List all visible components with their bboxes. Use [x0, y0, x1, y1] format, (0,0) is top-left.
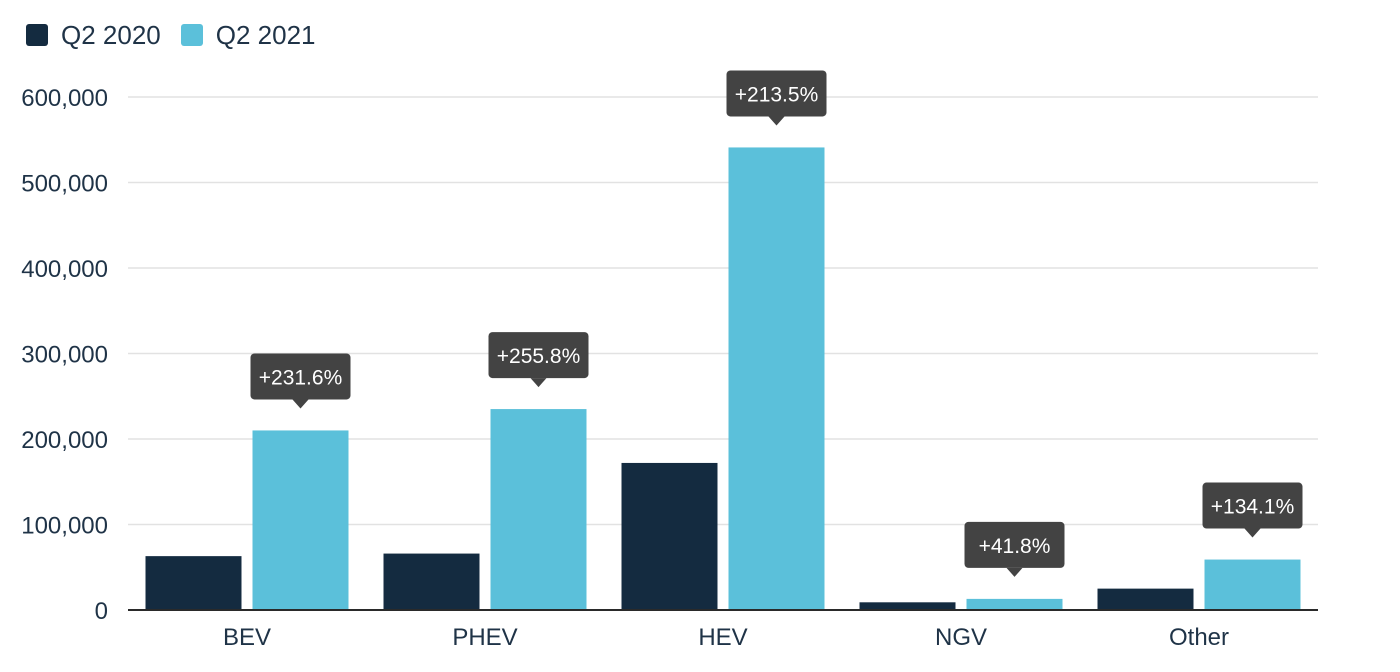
callout-box — [726, 70, 827, 117]
callout-pointer — [1244, 528, 1261, 538]
bar-q2-2021 — [490, 409, 587, 610]
legend-swatch-series-1 — [26, 24, 48, 46]
bar-q2-2020 — [859, 602, 956, 610]
y-tick-label: 100,000 — [21, 513, 108, 540]
callout-label: +41.8% — [979, 535, 1051, 558]
bar-q2-2020 — [145, 556, 242, 610]
x-tick-label: Other — [1169, 624, 1229, 651]
bar-q2-2021 — [728, 147, 825, 610]
legend-label-series-2: Q2 2021 — [215, 19, 316, 50]
chart-legend: Q2 2020 Q2 2021 — [26, 18, 316, 52]
bar-q2-2020 — [383, 553, 480, 610]
y-tick-label: 600,000 — [21, 85, 108, 112]
callout-pointer — [292, 399, 309, 409]
x-tick-label: HEV — [698, 624, 747, 651]
bar-q2-2020 — [621, 462, 718, 610]
callout-label: +231.6% — [259, 366, 343, 389]
y-tick-label: 200,000 — [21, 427, 108, 454]
callout-label: +213.5% — [735, 83, 819, 106]
callout-pointer — [1006, 567, 1023, 577]
callout-label: +255.8% — [497, 345, 581, 368]
x-tick-label: NGV — [935, 624, 987, 651]
y-tick-label: 300,000 — [21, 342, 108, 369]
y-tick-label: 0 — [95, 598, 108, 625]
bar-q2-2021 — [252, 430, 349, 610]
bar-q2-2020 — [1097, 588, 1194, 610]
callout-pointer — [768, 116, 785, 126]
callout-box — [964, 521, 1065, 568]
x-tick-label: PHEV — [452, 624, 517, 651]
legend-swatch-series-2 — [180, 24, 203, 46]
callout-label: +134.1% — [1211, 496, 1295, 519]
bar-q2-2021 — [966, 598, 1063, 610]
bar-q2-2021 — [1204, 559, 1301, 610]
y-tick-label: 400,000 — [21, 256, 108, 283]
callout-box — [1202, 482, 1303, 529]
callout-box — [250, 353, 351, 400]
x-tick-label: BEV — [223, 624, 271, 651]
legend-item-series-2: Q2 2021 — [180, 19, 316, 51]
callout-box — [488, 332, 589, 379]
callout-pointer — [530, 378, 547, 388]
legend-label-series-1: Q2 2020 — [61, 19, 161, 50]
legend-item-series-1: Q2 2020 — [26, 20, 161, 51]
y-tick-label: 500,000 — [21, 171, 108, 198]
